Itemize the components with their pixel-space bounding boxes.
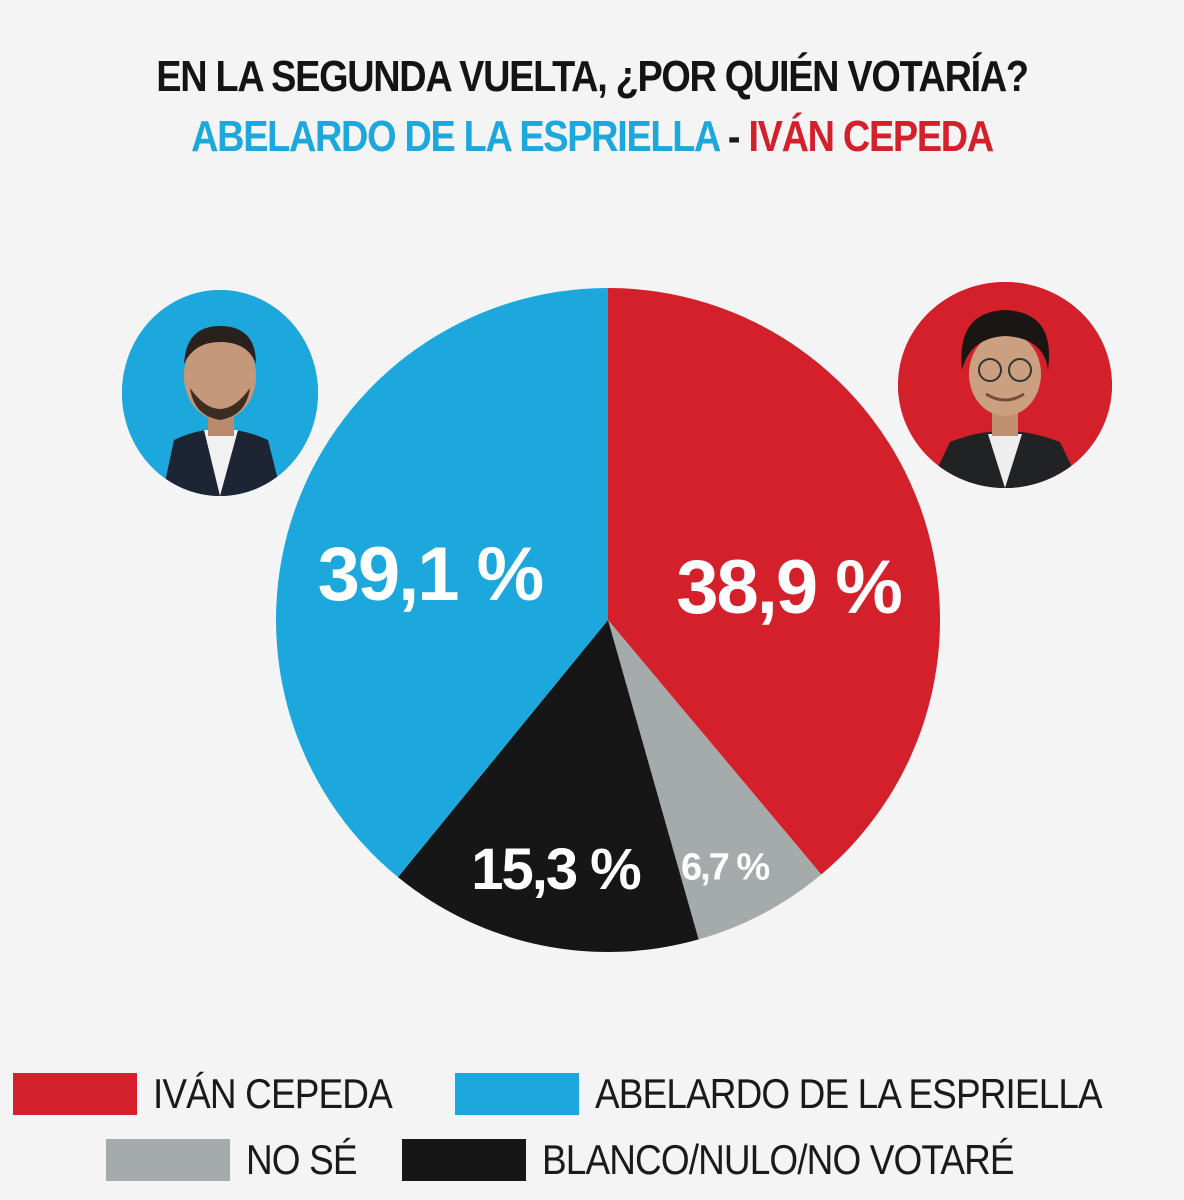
subtitle-espriella: ABELARDO DE LA ESPRIELLA xyxy=(191,112,720,161)
pie-label-espriella: 39,1 % xyxy=(318,532,543,617)
legend-swatch-blanco xyxy=(401,1139,526,1181)
legend-label-nose: NO SÉ xyxy=(246,1136,357,1183)
chart-subtitle: ABELARDO DE LA ESPRIELLA - IVÁN CEPEDA xyxy=(83,112,1101,162)
legend-swatch-espriella xyxy=(454,1073,579,1115)
legend-item-cepeda: IVÁN CEPEDA xyxy=(13,1070,424,1118)
avatar-espriella xyxy=(122,290,318,496)
person-photo-espriella-icon xyxy=(122,290,318,496)
legend-label-blanco: BLANCO/NULO/NO VOTARÉ xyxy=(541,1136,1015,1183)
legend-row-1: IVÁN CEPEDA ABELARDO DE LA ESPRIELLA xyxy=(0,1070,1184,1118)
pie-label-blanco: 15,3 % xyxy=(471,837,641,902)
pie-slice-cepeda xyxy=(608,288,940,875)
legend-label-espriella: ABELARDO DE LA ESPRIELLA xyxy=(594,1070,1103,1117)
legend-swatch-cepeda xyxy=(13,1073,138,1115)
subtitle-separator: - xyxy=(727,112,741,161)
legend-item-nose: NO SÉ xyxy=(106,1136,372,1184)
chart-title: EN LA SEGUNDA VUELTA, ¿POR QUIÉN VOTARÍA… xyxy=(156,52,1029,101)
legend-label-cepeda: IVÁN CEPEDA xyxy=(153,1070,393,1117)
legend-item-blanco: BLANCO/NULO/NO VOTARÉ xyxy=(401,1136,1078,1184)
legend-item-espriella: ABELARDO DE LA ESPRIELLA xyxy=(454,1070,1171,1118)
subtitle-cepeda: IVÁN CEPEDA xyxy=(748,112,994,161)
pie-slice-espriella xyxy=(276,288,608,878)
pie-slice-nose xyxy=(608,620,822,940)
legend-swatch-nose xyxy=(106,1139,231,1181)
person-photo-cepeda-icon xyxy=(898,282,1112,488)
pie-label-cepeda: 38,9 % xyxy=(676,545,901,630)
legend-row-2: NO SÉ BLANCO/NULO/NO VOTARÉ xyxy=(0,1136,1184,1184)
pie-slice-blanco xyxy=(397,620,699,952)
pie-label-nose: 6,7 % xyxy=(681,847,769,889)
avatar-cepeda xyxy=(898,282,1112,488)
